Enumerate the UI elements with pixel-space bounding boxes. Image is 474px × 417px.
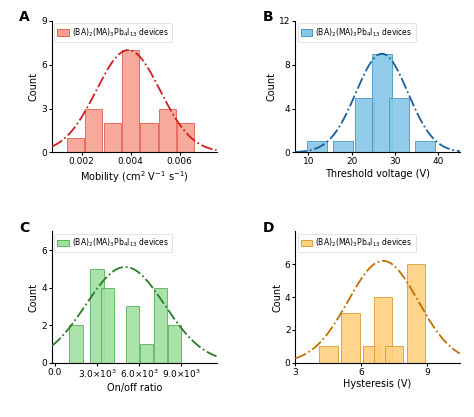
Legend: (BA)$_2$(MA)$_3$Pb$_4$I$_{13}$ devices: (BA)$_2$(MA)$_3$Pb$_4$I$_{13}$ devices [298,234,416,252]
X-axis label: Hysteresis (V): Hysteresis (V) [344,379,412,389]
Bar [390,98,409,152]
Y-axis label: Count: Count [29,72,39,101]
X-axis label: On/off ratio: On/off ratio [107,383,162,393]
Bar [67,138,84,152]
Bar [91,269,104,363]
Bar [319,347,337,363]
Bar [307,141,327,152]
Bar [140,123,158,152]
Bar [363,347,382,363]
Bar [407,264,425,363]
Legend: (BA)$_2$(MA)$_3$Pb$_4$I$_{13}$ devices: (BA)$_2$(MA)$_3$Pb$_4$I$_{13}$ devices [55,234,172,252]
X-axis label: Mobility (cm$^2$ V$^{-1}$ s$^{-1}$): Mobility (cm$^2$ V$^{-1}$ s$^{-1}$) [80,169,189,185]
Bar [159,108,176,152]
Text: C: C [19,221,29,235]
Bar [415,141,435,152]
Bar [101,288,114,363]
Legend: (BA)$_2$(MA)$_3$Pb$_4$I$_{13}$ devices: (BA)$_2$(MA)$_3$Pb$_4$I$_{13}$ devices [298,23,416,42]
Bar [168,325,181,363]
Y-axis label: Count: Count [29,283,39,311]
Bar [140,344,153,363]
Bar [341,314,359,363]
Bar [104,123,121,152]
Bar [154,288,167,363]
Bar [372,54,392,152]
Y-axis label: Count: Count [266,72,276,101]
Bar [374,297,392,363]
Bar [385,347,403,363]
Bar [85,108,102,152]
Bar [355,98,374,152]
Bar [69,325,82,363]
Y-axis label: Count: Count [272,283,282,311]
Text: B: B [263,10,273,24]
Text: A: A [19,10,30,24]
Bar [126,306,139,363]
Bar [333,141,353,152]
Bar [122,50,139,152]
Legend: (BA)$_2$(MA)$_3$Pb$_4$I$_{13}$ devices: (BA)$_2$(MA)$_3$Pb$_4$I$_{13}$ devices [55,23,172,42]
X-axis label: Threshold voltage (V): Threshold voltage (V) [325,169,430,179]
Bar [177,123,194,152]
Text: D: D [263,221,274,235]
